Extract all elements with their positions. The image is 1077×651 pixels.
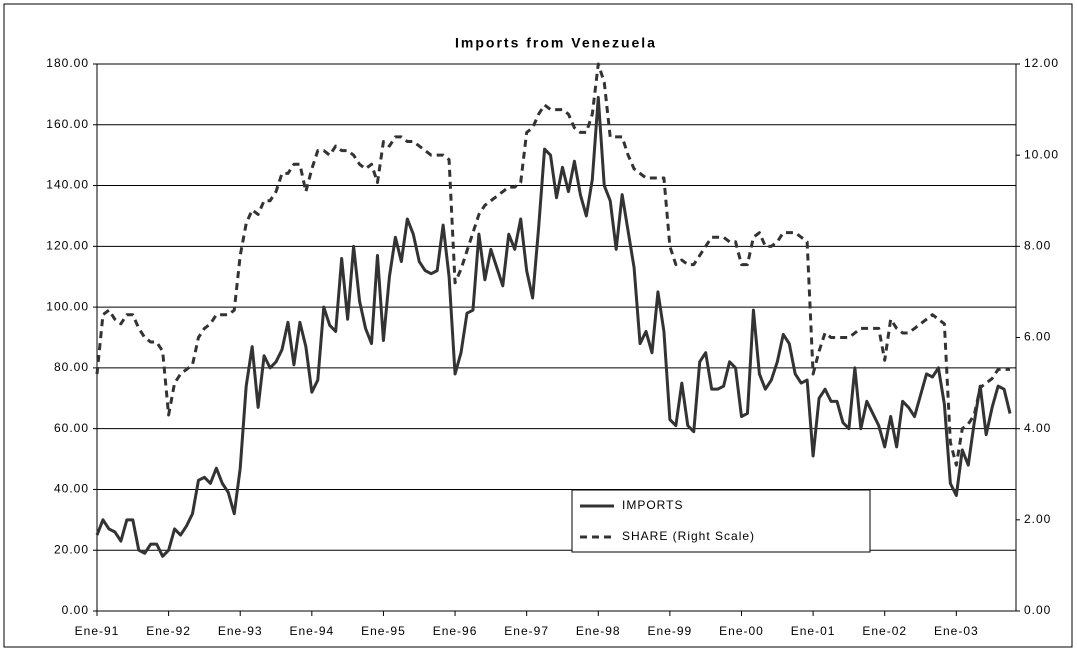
x-tick-label: Ene-94: [289, 624, 334, 638]
x-tick-label: Ene-92: [146, 624, 191, 638]
y-tick-label: 60.00: [54, 421, 89, 435]
series-line: [95, 62, 1011, 467]
y-tick-label: 120.00: [46, 239, 89, 253]
x-tick-label: Ene-96: [433, 624, 478, 638]
y2-tick-label: 8.00: [1024, 239, 1051, 253]
y2-tick-label: 0.00: [1024, 603, 1051, 617]
y2-tick-label: 10.00: [1024, 147, 1059, 161]
y2-tick-label: 6.00: [1024, 330, 1051, 344]
series-line: [95, 95, 1012, 558]
y-tick-label: 100.00: [46, 299, 89, 313]
x-tick-label: Ene-01: [791, 624, 836, 638]
x-tick-label: Ene-03: [934, 624, 979, 638]
y-tick-label: 180.00: [46, 56, 89, 70]
x-tick-label: Ene-99: [648, 624, 693, 638]
x-tick-label: Ene-98: [576, 624, 621, 638]
legend-label: SHARE (Right Scale): [622, 529, 755, 543]
legend-box: [571, 489, 871, 553]
y-tick-label: 160.00: [46, 117, 89, 131]
y2-tick-label: 4.00: [1024, 421, 1051, 435]
y-tick-label: 20.00: [54, 542, 89, 556]
x-tick-label: Ene-93: [218, 624, 263, 638]
x-tick-label: Ene-00: [719, 624, 764, 638]
x-tick-label: Ene-95: [361, 624, 406, 638]
chart-title: Imports from Venezuela: [455, 35, 657, 51]
y-tick-label: 0.00: [62, 603, 89, 617]
x-tick-label: Ene-97: [504, 624, 549, 638]
y2-tick-label: 12.00: [1024, 56, 1059, 70]
legend-label: IMPORTS: [622, 498, 683, 512]
y-tick-label: 80.00: [54, 360, 89, 374]
y-tick-label: 40.00: [54, 482, 89, 496]
y2-tick-label: 2.00: [1024, 512, 1051, 526]
x-tick-label: Ene-91: [75, 624, 120, 638]
y-tick-label: 140.00: [46, 178, 89, 192]
x-tick-label: Ene-02: [862, 624, 907, 638]
